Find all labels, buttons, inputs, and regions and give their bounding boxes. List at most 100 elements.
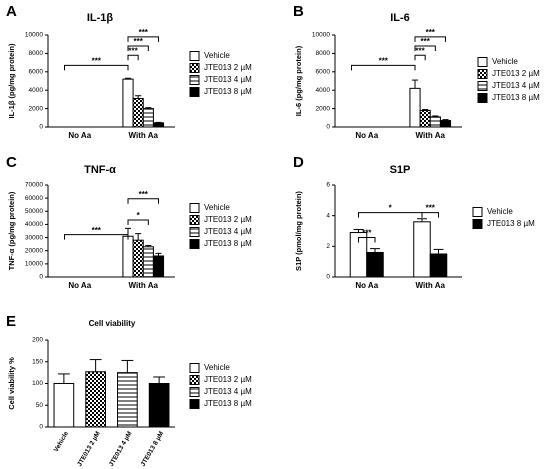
y-tick-label: 50: [36, 402, 44, 409]
legend-label: JTE013 4 µM: [204, 75, 252, 84]
y-tick-label: 8000: [29, 50, 44, 57]
legend-swatch: [189, 87, 200, 97]
significance-label: ***: [415, 46, 425, 55]
y-tick-label: 200: [32, 337, 43, 344]
bar: [413, 221, 431, 278]
bar: [419, 109, 431, 128]
legend-label: JTE013 4 µM: [492, 81, 540, 90]
legend-label: Vehicle: [492, 57, 518, 66]
legend-label: JTE013 2 µM: [204, 63, 252, 72]
significance-bracket: [64, 64, 129, 71]
significance-bracket: [414, 36, 446, 42]
bar: [429, 253, 448, 278]
panel-letter: C: [6, 154, 17, 171]
legend-label: JTE013 4 µM: [204, 387, 252, 396]
panel-letter: B: [293, 3, 304, 20]
bar: [148, 383, 170, 428]
legend-swatch: [189, 63, 200, 73]
legend-swatch: [189, 203, 200, 213]
legend-label: Vehicle: [204, 203, 230, 212]
legend-label: JTE013 8 µM: [204, 399, 252, 408]
y-tick-label: 0: [39, 124, 43, 131]
y-tick-label: 4000: [29, 87, 44, 94]
significance-label: ***: [379, 56, 389, 65]
y-axis-label: IL-1β (pg/mg protein): [7, 43, 16, 118]
bar: [409, 87, 421, 128]
significance-label: ***: [426, 28, 436, 37]
y-tick-label: 4000: [316, 87, 331, 94]
bar: [122, 235, 134, 278]
legend-label: Vehicle: [487, 207, 513, 216]
legend-label: JTE013 8 µM: [492, 93, 540, 102]
legend-swatch: [189, 215, 200, 225]
significance-bracket: [414, 54, 426, 61]
bar: [117, 372, 138, 428]
y-tick-label: 40000: [25, 221, 43, 228]
bar: [122, 78, 134, 128]
significance-bracket: [127, 54, 139, 61]
legend-swatch: [189, 375, 200, 385]
legend-label: JTE013 8 µM: [204, 239, 252, 248]
significance-label: ***: [92, 56, 102, 65]
y-tick-label: 6000: [316, 69, 331, 76]
significance-label: ***: [128, 46, 138, 55]
significance-bracket: [64, 234, 129, 240]
legend-swatch: [472, 207, 483, 217]
x-tick-label: No Aa: [355, 131, 378, 140]
y-axis-label: S1P (pmol/mg protein): [294, 191, 303, 271]
significance-bracket: [127, 219, 149, 225]
chart-title: S1P: [390, 164, 411, 176]
y-tick-label: 6000: [29, 69, 44, 76]
y-tick-label: 100: [32, 380, 43, 387]
bar: [53, 383, 75, 428]
significance-label: ***: [420, 37, 430, 46]
significance-bracket: [357, 236, 376, 243]
y-axis-label: TNF-α (pg/mg protein): [7, 191, 16, 270]
significance-bracket: [351, 64, 416, 71]
y-tick-label: 8000: [316, 50, 331, 57]
significance-bracket: [127, 45, 149, 52]
x-tick-label: No Aa: [355, 281, 378, 290]
y-tick-label: 70000: [25, 182, 43, 189]
y-tick-label: 50000: [25, 208, 43, 215]
legend-label: JTE013 2 µM: [204, 215, 252, 224]
legend-label: Vehicle: [204, 51, 230, 60]
bar: [132, 97, 144, 128]
significance-label: *: [389, 204, 393, 213]
chart-title: TNF-α: [84, 164, 116, 176]
y-tick-label: 150: [32, 358, 43, 365]
significance-label: ***: [139, 28, 149, 37]
legend-swatch: [189, 75, 200, 85]
legend-label: Vehicle: [204, 363, 230, 372]
y-axis-label: IL-6 (pg/mg protein): [294, 45, 303, 116]
legend-swatch: [477, 57, 488, 67]
bar: [152, 122, 165, 128]
y-tick-label: 2: [326, 243, 330, 250]
significance-bracket: [421, 212, 440, 218]
legend-label: JTE013 8 µM: [487, 219, 535, 228]
legend-swatch: [477, 69, 488, 79]
bar: [152, 255, 165, 278]
y-tick-label: 2000: [316, 105, 331, 112]
legend-swatch: [189, 363, 200, 373]
x-tick-label: JTE013 2 µM: [76, 430, 102, 467]
bar: [429, 116, 441, 128]
x-tick-label: JTE013 8 µM: [140, 430, 166, 467]
y-tick-label: 2000: [29, 105, 44, 112]
legend-swatch: [477, 93, 488, 103]
panel-letter: E: [6, 313, 16, 330]
y-tick-label: 0: [39, 274, 43, 281]
y-axis-label: Cell viability %: [7, 357, 16, 410]
legend-label: JTE013 4 µM: [204, 227, 252, 236]
legend-swatch: [189, 387, 200, 397]
y-tick-label: 10000: [25, 261, 43, 268]
x-tick-label: No Aa: [68, 131, 91, 140]
x-tick-label: With Aa: [416, 131, 446, 140]
panel-letter: D: [293, 154, 304, 171]
legend-label: JTE013 2 µM: [492, 69, 540, 78]
legend-swatch: [189, 51, 200, 61]
y-tick-label: 0: [326, 124, 330, 131]
x-tick-label: With Aa: [129, 131, 159, 140]
y-tick-label: 60000: [25, 195, 43, 202]
legend-label: JTE013 8 µM: [204, 87, 252, 96]
